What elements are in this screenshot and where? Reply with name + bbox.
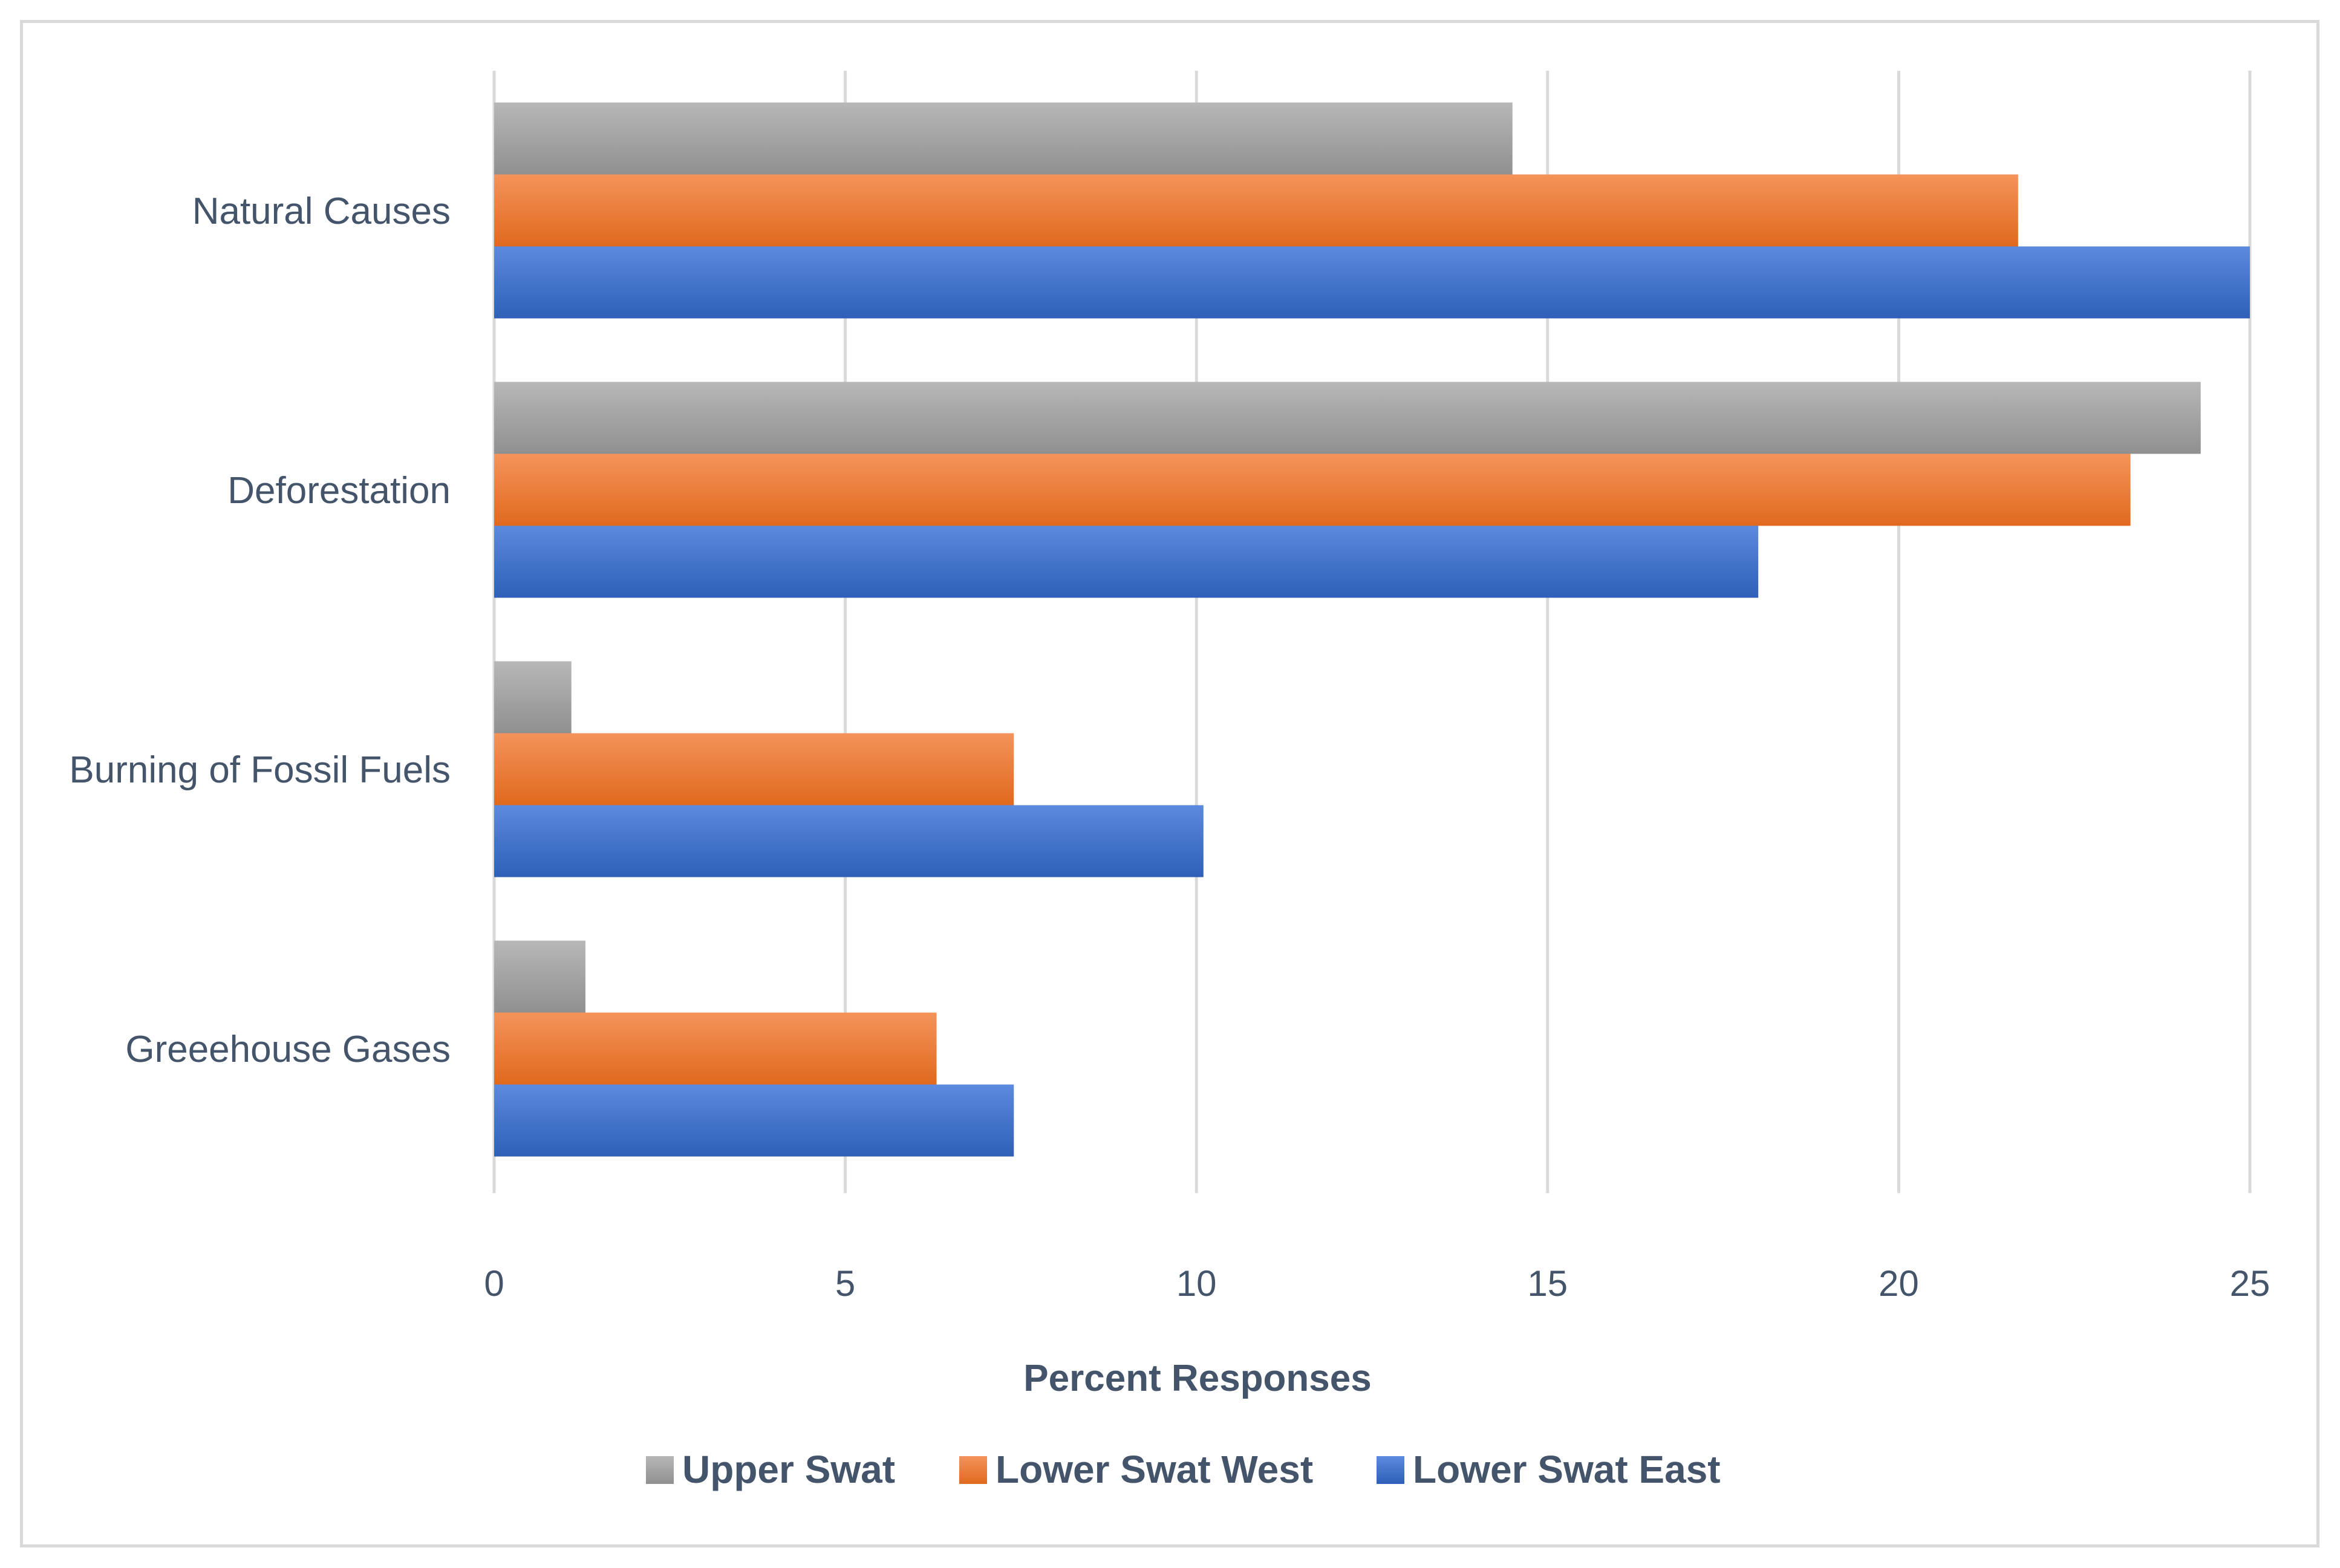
legend-swatch-upper-swat xyxy=(646,1456,674,1484)
category-label: Natural Causes xyxy=(192,190,451,232)
x-tick-label: 15 xyxy=(1527,1263,1568,1304)
x-tick-label: 25 xyxy=(2230,1263,2270,1304)
bar-lower-swat-west-2 xyxy=(494,733,1014,805)
bars xyxy=(494,102,2250,1157)
x-tick-label: 20 xyxy=(1879,1263,1919,1304)
x-tick-label: 0 xyxy=(484,1263,504,1304)
category-labels: Natural Causes Deforestation Burning of Fo… xyxy=(69,190,451,1070)
bar-lower-swat-east-1 xyxy=(494,525,1759,598)
category-label: Greeehouse Gases xyxy=(125,1029,451,1070)
bar-lower-swat-east-2 xyxy=(494,805,1204,877)
x-axis-title: Percent Responses xyxy=(1023,1358,1371,1399)
x-tick-labels: 0 5 10 15 20 25 xyxy=(484,1263,2270,1304)
legend: Upper Swat Lower Swat West Lower Swat East xyxy=(646,1448,1721,1491)
legend-swatch-lower-swat-west xyxy=(959,1456,987,1484)
bar-lower-swat-east-0 xyxy=(494,246,2250,319)
bar-lower-swat-west-3 xyxy=(494,1012,937,1085)
bar-upper-swat-2 xyxy=(494,661,572,734)
legend-label-lower-swat-west: Lower Swat West xyxy=(996,1448,1313,1491)
category-label: Deforestation xyxy=(227,470,451,512)
bar-lower-swat-east-3 xyxy=(494,1084,1014,1157)
bar-upper-swat-3 xyxy=(494,940,585,1013)
x-tick-label: 10 xyxy=(1176,1263,1217,1304)
legend-label-upper-swat: Upper Swat xyxy=(682,1448,895,1491)
x-tick-label: 5 xyxy=(835,1263,855,1304)
legend-swatch-lower-swat-east xyxy=(1377,1456,1404,1484)
bar-lower-swat-west-0 xyxy=(494,174,2018,247)
bar-upper-swat-0 xyxy=(494,102,1513,175)
category-label: Burning of Fossil Fuels xyxy=(69,749,451,791)
bar-lower-swat-west-1 xyxy=(494,454,2131,526)
legend-label-lower-swat-east: Lower Swat East xyxy=(1413,1448,1721,1491)
bar-upper-swat-1 xyxy=(494,382,2201,454)
